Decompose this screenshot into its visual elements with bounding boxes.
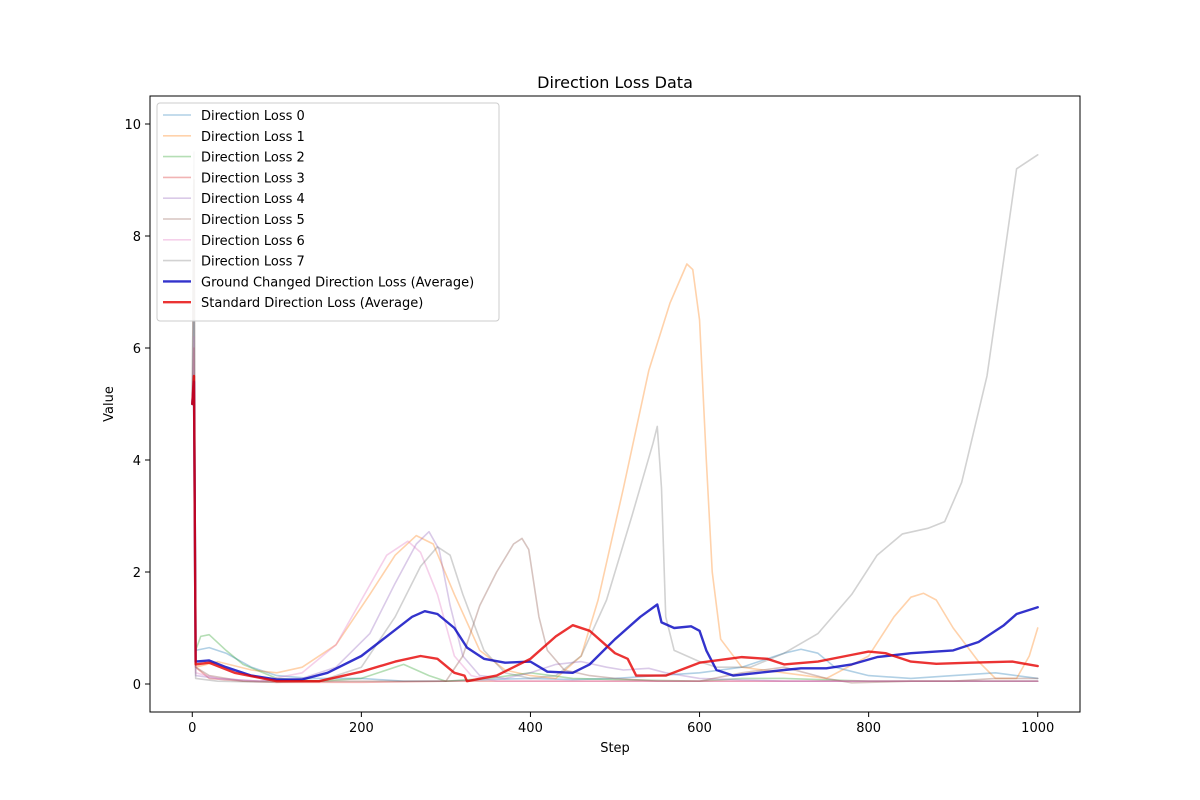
plot-frame bbox=[149, 95, 1081, 713]
legend-label-1: Direction Loss 1 bbox=[201, 130, 305, 145]
chart-title: Direction Loss Data bbox=[537, 73, 693, 92]
legend-label-7: Direction Loss 7 bbox=[201, 255, 305, 270]
series-line-1 bbox=[191, 263, 1039, 680]
series-lines bbox=[191, 151, 1039, 684]
x-tick-label: 600 bbox=[687, 721, 712, 736]
legend: Direction Loss 0 Direction Loss 1 Directio… bbox=[156, 102, 500, 322]
series-line-7 bbox=[191, 151, 1039, 684]
legend-label-5: Direction Loss 5 bbox=[201, 213, 305, 228]
x-tick-label: 200 bbox=[349, 721, 374, 736]
series-line-8 bbox=[191, 380, 1039, 681]
x-tick-label: 800 bbox=[856, 721, 881, 736]
series-line-0 bbox=[191, 319, 1039, 682]
y-tick-label: 0 bbox=[133, 678, 141, 693]
y-tick-label: 2 bbox=[133, 566, 141, 581]
y-axis-label: Value bbox=[102, 386, 117, 422]
series-line-2 bbox=[191, 375, 1039, 682]
x-tick-label: 1000 bbox=[1021, 721, 1054, 736]
legend-label-4: Direction Loss 4 bbox=[201, 192, 305, 207]
legend-label-2: Direction Loss 2 bbox=[201, 151, 305, 166]
legend-label-9: Standard Direction Loss (Average) bbox=[201, 296, 423, 311]
x-tick-label: 0 bbox=[188, 721, 196, 736]
legend-label-6: Direction Loss 6 bbox=[201, 234, 305, 249]
x-axis-label: Step bbox=[600, 741, 630, 756]
series-line-9 bbox=[191, 374, 1039, 683]
legend-label-0: Direction Loss 0 bbox=[201, 109, 305, 124]
y-tick-label: 4 bbox=[133, 454, 141, 469]
legend-label-3: Direction Loss 3 bbox=[201, 171, 305, 186]
y-tick-label: 6 bbox=[133, 342, 141, 357]
legend-label-8: Ground Changed Direction Loss (Average) bbox=[201, 275, 474, 290]
series-line-3 bbox=[191, 392, 1039, 684]
y-tick-label: 10 bbox=[124, 118, 141, 133]
y-tick-label: 8 bbox=[133, 230, 141, 245]
x-axis-ticks: 0 200 400 600 800 1000 bbox=[188, 712, 1054, 736]
x-tick-label: 400 bbox=[518, 721, 543, 736]
series-line-6 bbox=[191, 336, 1039, 682]
legend-box bbox=[156, 102, 500, 322]
y-axis-ticks: 0 2 4 6 8 10 bbox=[124, 118, 150, 693]
